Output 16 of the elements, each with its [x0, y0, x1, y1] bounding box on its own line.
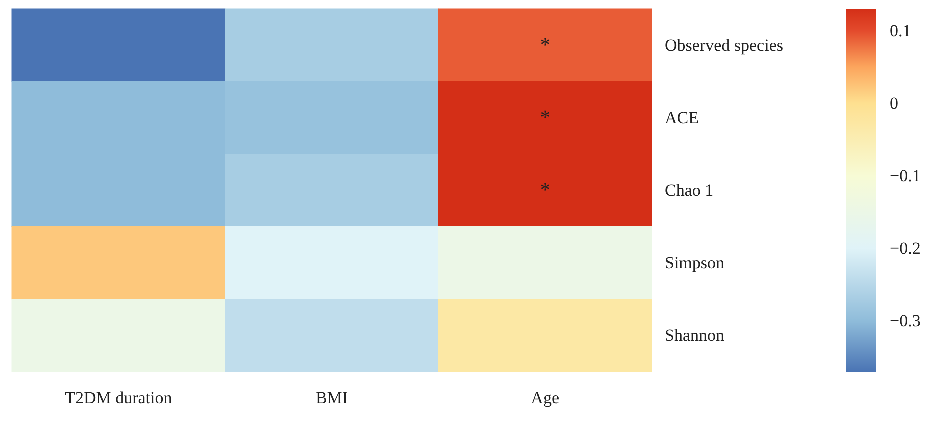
color-bar-label: −0.3 [890, 312, 921, 331]
y2-tick-label: ACE [665, 108, 699, 128]
data-label: * [540, 180, 550, 202]
color-bar-label: −0.2 [890, 239, 921, 258]
data-label: * [540, 34, 550, 56]
y2-tick-label: Shannon [665, 326, 725, 346]
color-bar-label: −0.1 [890, 166, 921, 186]
color-bar-label: 0.1 [890, 21, 912, 40]
x-tick-label: BMI [316, 388, 348, 408]
color-bar-label: 0 [890, 94, 898, 113]
x-tick-label: T2DM duration [65, 388, 173, 408]
y2-tick-label: Observed species [665, 36, 784, 55]
x-tick-label: Age [531, 388, 560, 408]
y2-tick-label: Simpson [665, 254, 726, 273]
data-label: * [540, 106, 550, 129]
y2-tick-label: Chao 1 [665, 181, 714, 200]
